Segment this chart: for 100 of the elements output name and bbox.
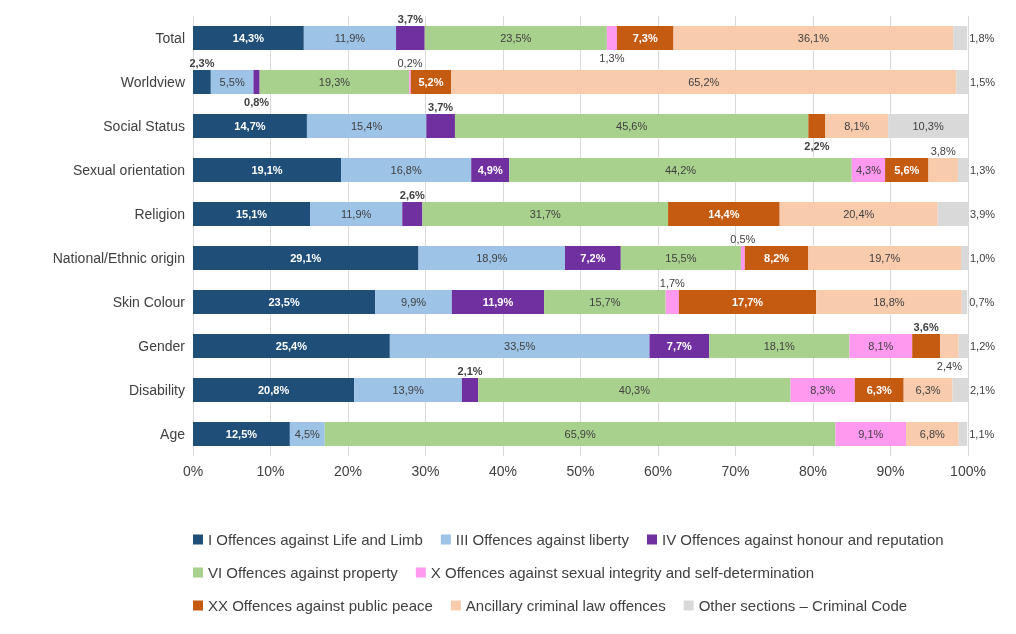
bar — [616, 26, 674, 50]
bar — [193, 290, 376, 314]
y-tick-label: Social Status — [103, 118, 185, 134]
bar — [193, 158, 342, 182]
data-label: 0,7% — [969, 296, 995, 308]
bar — [849, 334, 913, 358]
legend-label: Ancillary criminal law offences — [465, 597, 666, 614]
bar — [451, 70, 957, 94]
bar — [673, 26, 954, 50]
legend-label: IV Offences against honour and reputation — [662, 531, 944, 548]
data-label: 14,4% — [708, 208, 740, 220]
data-label: 8,1% — [868, 340, 894, 352]
bar — [341, 158, 472, 182]
bar — [740, 246, 745, 270]
bar — [454, 114, 809, 138]
data-label: 3,8% — [930, 144, 956, 157]
y-tick-label: Age — [160, 426, 186, 442]
x-tick-label: 50% — [566, 463, 595, 479]
data-label: 6,3% — [866, 384, 893, 396]
data-label: 40,3% — [618, 384, 651, 396]
data-label: 23,5% — [268, 296, 300, 308]
bar — [678, 290, 817, 314]
data-label: 2,2% — [804, 139, 830, 152]
bar — [808, 246, 962, 270]
data-label: 18,9% — [476, 252, 508, 264]
bar — [306, 114, 427, 138]
bar — [509, 158, 852, 182]
data-label: 7,7% — [666, 340, 693, 352]
data-label: 36,1% — [797, 32, 830, 44]
data-label: 11,9% — [340, 208, 372, 220]
data-label: 2,1% — [457, 364, 483, 377]
data-label: 1,8% — [969, 32, 995, 44]
data-label: 1,2% — [970, 340, 996, 352]
bar — [193, 334, 390, 358]
y-tick-label: Total — [155, 30, 185, 46]
bar — [940, 334, 959, 358]
legend-label: X Offences against sexual integrity and self-determination — [430, 564, 815, 581]
bar — [816, 290, 962, 314]
data-label: 8,1% — [844, 120, 870, 132]
bar — [193, 26, 304, 50]
data-label: 19,1% — [251, 164, 283, 176]
data-label: 17,7% — [731, 296, 764, 308]
bar — [422, 202, 669, 226]
x-tick-label: 10% — [256, 463, 285, 479]
data-label: 1,5% — [970, 76, 996, 88]
legend-label: XX Offences against public peace — [208, 597, 433, 614]
data-label: 1,3% — [970, 164, 996, 176]
x-tick-label: 0% — [182, 463, 204, 479]
bar — [665, 290, 679, 314]
bar — [668, 202, 780, 226]
legend-label: VI Offences against property — [208, 564, 399, 581]
data-label: 14,3% — [232, 32, 265, 44]
data-label: 1,1% — [969, 428, 995, 440]
data-label: 12,5% — [225, 428, 258, 440]
data-label: 2,4% — [936, 359, 963, 372]
data-label: 6,3% — [915, 384, 941, 396]
bar — [835, 422, 906, 446]
data-label: 18,1% — [763, 340, 796, 352]
bar — [825, 114, 889, 138]
data-label: 7,2% — [580, 252, 606, 264]
data-label: 29,1% — [290, 252, 322, 264]
y-tick-label: Skin Colour — [112, 294, 186, 310]
bar — [709, 334, 850, 358]
bar — [193, 378, 355, 402]
bar — [808, 114, 826, 138]
bar — [606, 26, 617, 50]
data-label: 23,5% — [500, 32, 532, 44]
data-label: 19,7% — [869, 252, 901, 264]
data-label: 4,3% — [855, 164, 882, 176]
data-label: 5,2% — [418, 76, 444, 88]
y-tick-label: Worldview — [120, 74, 186, 90]
data-label: 10,3% — [912, 120, 944, 132]
data-label: 45,6% — [616, 120, 648, 132]
data-label: 18,8% — [873, 296, 905, 308]
data-label: 7,3% — [632, 32, 658, 44]
data-label: 15,1% — [235, 208, 268, 220]
data-label: 3,7% — [428, 100, 454, 113]
data-label: 65,9% — [564, 428, 596, 440]
data-label: 0,2% — [397, 56, 423, 69]
data-label: 1,0% — [970, 252, 996, 264]
bar — [354, 378, 462, 402]
data-label: 3,9% — [970, 208, 996, 220]
data-label: 2,1% — [970, 384, 996, 396]
x-tick-label: 30% — [411, 463, 440, 479]
bar — [451, 290, 545, 314]
bar — [193, 70, 211, 94]
data-label: 11,9% — [334, 32, 366, 44]
bar — [259, 70, 410, 94]
legend-label: Other sections – Criminal Code — [698, 597, 908, 614]
y-tick-label: Sexual orientation — [72, 162, 185, 178]
bar — [779, 202, 938, 226]
x-tick-label: 20% — [333, 463, 363, 479]
x-tick-label: 60% — [643, 463, 673, 479]
bar — [461, 378, 479, 402]
data-label: 0,8% — [244, 95, 270, 108]
bar — [418, 246, 565, 270]
data-label: 5,5% — [219, 76, 245, 88]
data-label: 13,9% — [392, 384, 424, 396]
bar — [478, 378, 791, 402]
y-tick-label: Disability — [128, 382, 185, 398]
